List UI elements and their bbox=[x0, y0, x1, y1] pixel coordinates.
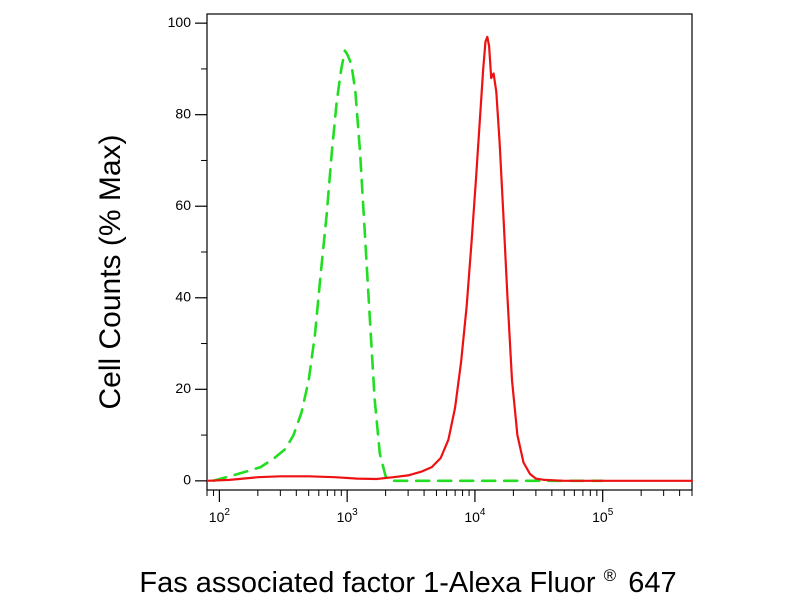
x-tick-label: 102 bbox=[209, 507, 231, 525]
x-tick-base: 10 bbox=[592, 509, 608, 525]
x-axis-title-main: Fas associated factor 1-Alexa Fluor bbox=[139, 567, 595, 599]
x-tick-exponent: 3 bbox=[352, 507, 358, 518]
x-tick-exponent: 2 bbox=[224, 507, 230, 518]
y-axis-ticks: 0 20 40 60 80 100 bbox=[168, 14, 207, 488]
series-group bbox=[205, 35, 694, 483]
x-axis-title: Fas associated factor 1-Alexa Fluor ® 64… bbox=[139, 556, 676, 599]
plot-frame bbox=[206, 13, 693, 491]
x-axis-ticks: 102 103 104 105 bbox=[206, 490, 693, 525]
series-line-2 bbox=[205, 35, 694, 482]
x-tick-exponent: 5 bbox=[608, 507, 614, 518]
y-tick-label: 20 bbox=[175, 380, 191, 396]
x-tick-label: 103 bbox=[337, 507, 359, 525]
x-tick-label: 104 bbox=[464, 507, 486, 525]
x-axis-title-suffix: 647 bbox=[628, 567, 676, 599]
y-tick-label: 100 bbox=[168, 14, 192, 30]
x-tick-base: 10 bbox=[209, 509, 225, 525]
series-line-1 bbox=[212, 49, 604, 483]
y-tick-label: 60 bbox=[175, 197, 191, 213]
y-tick-label: 40 bbox=[175, 288, 191, 304]
x-tick-base: 10 bbox=[337, 509, 353, 525]
y-tick-label: 80 bbox=[175, 105, 191, 121]
plot-frame-group bbox=[206, 13, 693, 491]
y-tick-label: 0 bbox=[183, 472, 191, 488]
y-axis-title: Cell Counts (% Max) bbox=[94, 134, 127, 409]
x-tick-exponent: 4 bbox=[480, 507, 486, 518]
x-tick-base: 10 bbox=[464, 509, 480, 525]
x-axis-title-registered: ® bbox=[604, 566, 617, 585]
x-tick-label: 105 bbox=[592, 507, 614, 525]
